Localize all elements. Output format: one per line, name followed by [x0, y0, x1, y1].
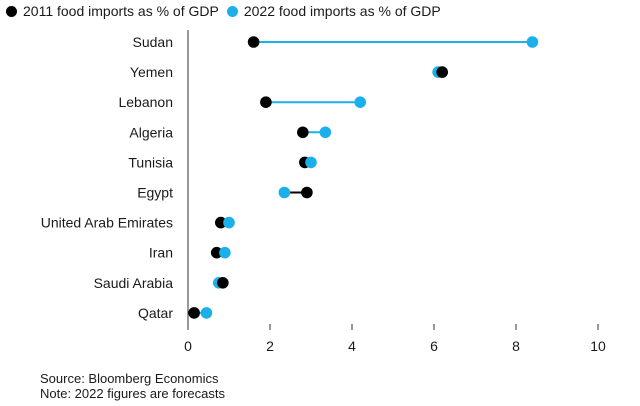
x-tick-label-8: 8 — [512, 338, 520, 354]
dot-2011-iran — [210, 246, 223, 259]
category-label-iran: Iran — [149, 245, 173, 261]
legend-label-2022: 2022 food imports as % of GDP — [243, 3, 441, 19]
dot-2022-lebanon — [354, 96, 367, 108]
x-tick-label-6: 6 — [430, 338, 438, 354]
category-label-qatar: Qatar — [138, 305, 173, 321]
dot-2011-algeria — [297, 126, 309, 139]
dot-2011-sudan — [247, 36, 260, 48]
dot-2022-egypt — [278, 186, 291, 199]
category-label-algeria: Algeria — [129, 124, 173, 140]
dot-2011-lebanon — [260, 96, 272, 108]
category-label-egypt: Egypt — [137, 185, 173, 201]
x-tick-label-2: 2 — [266, 338, 274, 354]
x-tick-label-10: 10 — [590, 338, 606, 354]
forecast-note: Note: 2022 figures are forecasts — [40, 386, 225, 401]
dot-2022-iran — [219, 246, 231, 259]
legend-label-2011: 2011 food imports as % of GDP — [23, 3, 219, 19]
legend-swatch-2011 — [6, 5, 17, 17]
chart-legend: 2011 food imports as % of GDP 2022 food … — [6, 3, 449, 19]
category-label-united-arab-emirates: United Arab Emirates — [41, 215, 173, 231]
dot-2011-united-arab-emirates — [215, 216, 227, 229]
dot-2022-united-arab-emirates — [223, 216, 235, 229]
dot-2011-egypt — [301, 186, 313, 199]
legend-swatch-2022 — [226, 5, 238, 17]
chart-notes: Source: Bloomberg Economics Note: 2022 f… — [40, 371, 225, 401]
legend-item-2022: 2022 food imports as % of GDP — [226, 3, 441, 19]
dot-2022-algeria — [319, 126, 332, 139]
x-tick-label-4: 4 — [348, 338, 356, 354]
source-note: Source: Bloomberg Economics — [40, 371, 219, 386]
x-tick-label-0: 0 — [184, 338, 192, 354]
dot-2022-qatar — [200, 307, 213, 319]
dot-2011-yemen — [436, 66, 449, 78]
legend-item-2011: 2011 food imports as % of GDP — [6, 3, 219, 19]
category-label-saudi-arabia: Saudi Arabia — [94, 275, 174, 291]
category-label-lebanon: Lebanon — [118, 94, 173, 110]
category-label-yemen: Yemen — [130, 64, 173, 80]
dot-2022-tunisia — [305, 156, 317, 169]
dot-2011-qatar — [188, 307, 200, 319]
category-label-tunisia: Tunisia — [128, 154, 173, 170]
category-label-sudan: Sudan — [133, 34, 173, 50]
dot-2011-saudi-arabia — [217, 277, 229, 289]
dot-2022-sudan — [526, 36, 539, 48]
plot-area: 0 2 4 6 8 10 Sudan Yemen Lebanon Algeria Tunisia Eg… — [41, 30, 606, 354]
